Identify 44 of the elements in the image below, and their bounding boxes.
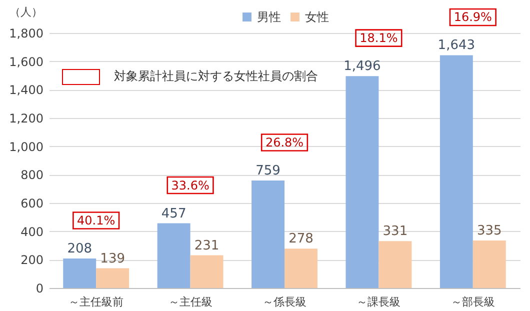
bar [378, 241, 412, 288]
bar [440, 55, 473, 288]
x-tick-label: ～主任級 [168, 296, 212, 308]
bar [252, 180, 284, 288]
y-tick-label: 600 [20, 196, 44, 210]
annotation: 18.1% [360, 31, 398, 46]
y-tick-label: 1,400 [9, 83, 44, 98]
data-label: 331 [382, 224, 408, 240]
annotation: 26.8% [265, 135, 304, 150]
y-tick-label: 400 [20, 224, 44, 239]
data-label: 231 [194, 238, 220, 254]
x-tick-label: ～主任級前 [68, 296, 124, 308]
data-label: 457 [161, 206, 186, 222]
y-tick-label: 0 [36, 282, 44, 296]
text: 16.9% [454, 10, 492, 24]
bar [157, 223, 190, 288]
data-label: 1,643 [438, 38, 476, 54]
bar [63, 258, 96, 288]
y-axis-title: （人） [10, 6, 42, 18]
y-tick-label: 200 [20, 253, 44, 268]
data-label: 278 [288, 232, 314, 247]
bar [346, 76, 379, 288]
bar [284, 248, 318, 288]
bar [472, 240, 506, 288]
annotation: 33.6% [171, 178, 210, 192]
data-label: 759 [256, 163, 280, 178]
y-tick-label: 1,000 [9, 140, 44, 154]
data-label: 1,496 [344, 59, 381, 74]
x-tick-label: ～係長級 [262, 296, 306, 308]
data-label: 335 [476, 224, 502, 239]
x-tick-label: ～部長級 [450, 296, 495, 308]
data-label: 139 [100, 251, 125, 266]
annotation: 対象累計社員に対する女性社員の割合 [114, 68, 318, 85]
legend-label: 女性 [305, 10, 329, 24]
y-tick-label: 1,200 [9, 112, 44, 126]
bar [96, 268, 130, 288]
x-tick-label: ～課長級 [356, 296, 401, 308]
legend-label: 男性 [257, 10, 281, 24]
annotation: 40.1% [77, 214, 116, 228]
bar [190, 255, 224, 288]
data-label: 208 [67, 242, 92, 257]
y-tick-label: 800 [20, 168, 44, 182]
y-tick-label: 1,800 [9, 26, 44, 40]
y-tick-label: 1,600 [9, 54, 44, 69]
